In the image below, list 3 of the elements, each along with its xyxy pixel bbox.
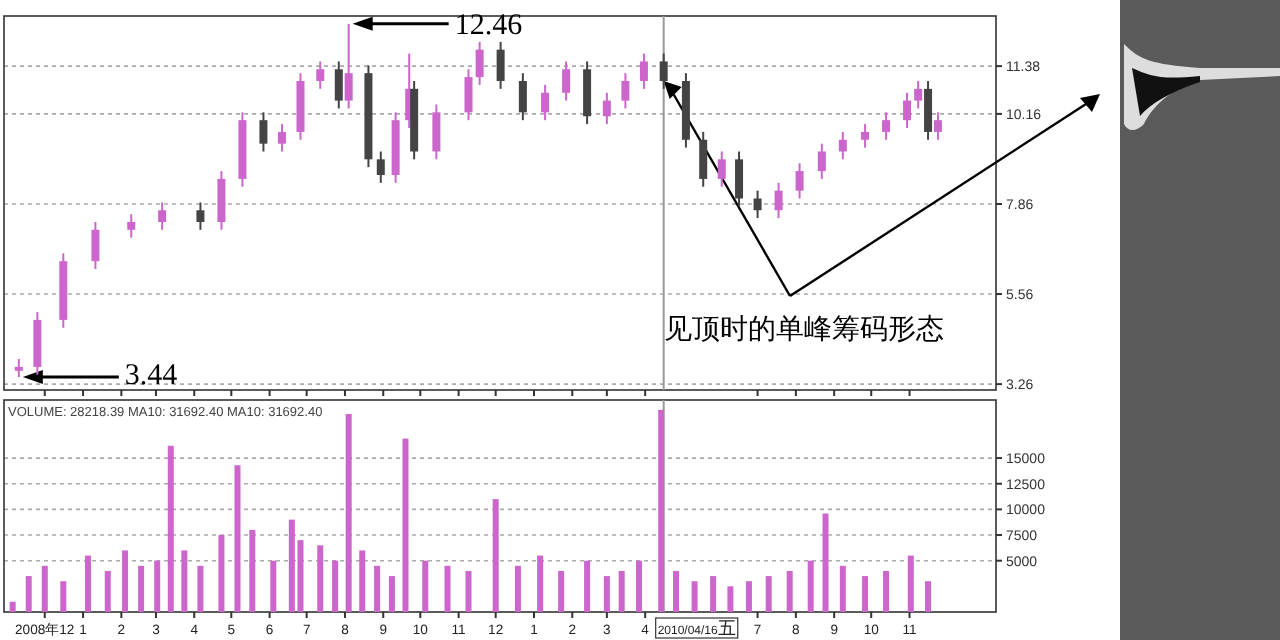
annotation: 12.46 <box>454 9 524 42</box>
annotation: 见顶时的单峰筹码形态 <box>664 314 944 346</box>
annotation: 3.44 <box>124 360 179 392</box>
